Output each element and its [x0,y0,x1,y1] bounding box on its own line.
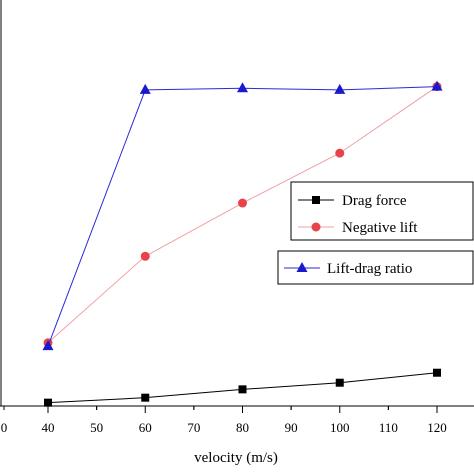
legend-label: Negative lift [342,220,418,236]
data-point [44,398,52,407]
data-point [139,83,151,94]
legend-label: Lift-drag ratio [327,261,412,277]
x-tick-label: 40 [42,420,55,435]
legend: Drag force Negative lift Lift-drag ratio [277,181,474,285]
x-tick-label: 90 [285,420,298,435]
data-point [141,393,150,402]
x-axis-title: velocity (m/s) [194,450,278,466]
legend-marker [312,196,320,204]
x-tick-label: 100 [330,420,350,435]
series-drag-force [44,368,441,407]
data-point [42,340,54,351]
x-tick-label: 120 [427,420,447,435]
x-tick-label: 60 [139,420,152,435]
series-lift-drag-ratio [42,80,443,351]
x-tick-label: 80 [236,420,249,435]
data-point [140,251,150,261]
x-tick-label: 50 [90,420,103,435]
legend-marker [296,262,308,272]
series-layer [42,80,443,407]
x-tick-label: 110 [379,420,398,435]
axes [0,0,474,407]
data-point [335,148,345,158]
x-ticks: 0 40 50 60 70 80 90 100 110 120 [1,406,447,435]
data-point [431,80,443,91]
legend-label: Drag force [342,193,407,209]
data-point [335,378,344,387]
x-tick-label: 70 [187,420,200,435]
x-tick-label: 0 [1,420,8,435]
data-point [334,83,346,94]
data-point [238,198,247,208]
legend-marker [311,222,321,232]
data-point [237,82,248,93]
data-point [433,368,441,377]
data-point [238,385,247,394]
legend-box [290,181,474,241]
